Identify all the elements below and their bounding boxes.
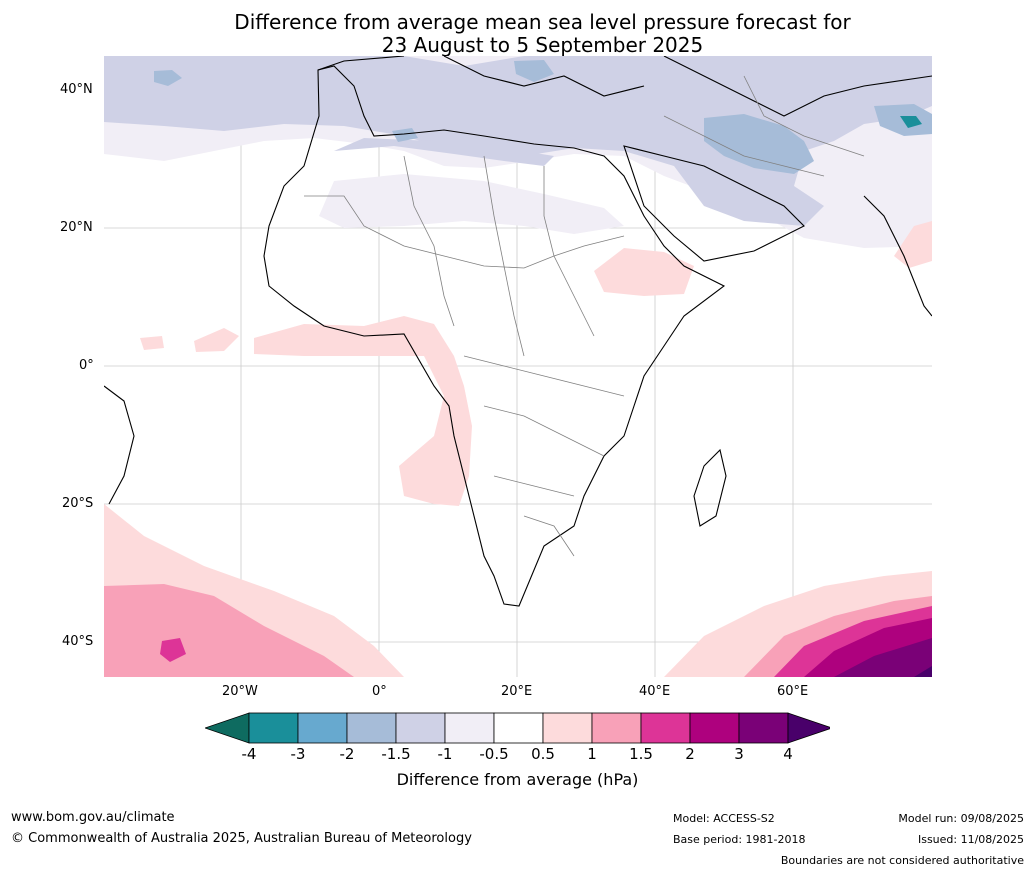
footer-copyright: © Commonwealth of Australia 2025, Austra…	[11, 831, 472, 846]
colorbar-segment	[542, 712, 593, 744]
lon-label: 40°E	[639, 684, 671, 699]
band-minus-1.5-med	[154, 70, 182, 86]
colorbar-segment	[444, 712, 495, 744]
colorbar-arrow-high	[787, 712, 830, 744]
band-minus-1-sahara	[334, 138, 554, 166]
lon-label: 20°E	[501, 684, 533, 699]
footer-base-period: Base period: 1981-2018	[673, 833, 806, 846]
colorbar-segment	[395, 712, 446, 744]
footer-model-run: Model run: 09/08/2025	[898, 812, 1024, 825]
colorbar-segment	[346, 712, 397, 744]
colorbar-tick-label: -1.5	[381, 745, 411, 763]
lat-label: 40°S	[62, 634, 94, 649]
positive-anomaly-zones	[104, 221, 932, 677]
colorbar-tick-label: -4	[241, 745, 257, 763]
colorbar-segment	[493, 712, 544, 744]
band-plus-3-southeast	[834, 638, 932, 677]
band-plus-0.5-guinea	[254, 316, 472, 506]
europe-coastline	[317, 56, 932, 117]
coastlines	[104, 56, 932, 607]
footer-url: www.bom.gov.au/climate	[11, 810, 175, 825]
band-plus-0.5-small	[140, 336, 164, 350]
south-america-coastline	[104, 385, 135, 505]
map-gridlines	[104, 56, 932, 677]
footer-model: Model: ACCESS-S2	[673, 812, 775, 825]
band-plus-0.5-westafrica	[194, 328, 239, 352]
band-plus-0.5-india	[894, 221, 932, 268]
colorbar-tick-label: 1	[587, 745, 597, 763]
lat-label: 20°S	[62, 496, 94, 511]
lon-label: 0°	[372, 684, 387, 699]
colorbar-arrow-low	[205, 712, 250, 744]
band-plus-4-southeast	[914, 666, 932, 677]
band-minus-1.5-balkans	[514, 60, 554, 82]
chart-title-line2: 23 August to 5 September 2025	[381, 33, 704, 57]
colorbar-tick-label: 4	[783, 745, 793, 763]
colorbar-segment	[640, 712, 691, 744]
colorbar-label: Difference from average (hPa)	[396, 770, 639, 789]
band-minus-1.5-aegean	[392, 128, 418, 142]
colorbar-tick-label: 2	[685, 745, 695, 763]
india-coastline	[863, 195, 932, 317]
colorbar-tick-label: -1	[437, 745, 453, 763]
madagascar-coastline	[693, 448, 727, 527]
colorbar-tick-label: -2	[339, 745, 355, 763]
lat-label: 40°N	[60, 82, 93, 97]
footer-disclaimer: Boundaries are not considered authoritat…	[780, 854, 1024, 867]
colorbar-tick-label: -3	[290, 745, 306, 763]
colorbar-tick-label: 3	[734, 745, 744, 763]
lat-label: 0°	[79, 358, 94, 373]
chart-title-line1: Difference from average mean sea level p…	[234, 10, 851, 34]
arabia-coastline	[623, 145, 805, 262]
pressure-anomaly-map	[104, 56, 932, 677]
colorbar	[205, 712, 830, 744]
country-borders	[304, 75, 865, 557]
footer-issued: Issued: 11/08/2025	[917, 833, 1024, 846]
band-minus-3-tibet	[900, 116, 922, 128]
colorbar-segment	[297, 712, 348, 744]
colorbar-segment	[248, 712, 299, 744]
lon-label: 20°W	[222, 684, 258, 699]
colorbar-tick-label: 0.5	[531, 745, 555, 763]
band-plus-0.5-redsea	[594, 248, 694, 296]
colorbar-tick-label: 1.5	[629, 745, 653, 763]
lat-label: 20°N	[60, 220, 93, 235]
colorbar-segment	[591, 712, 642, 744]
colorbar-tick-label: -0.5	[479, 745, 509, 763]
band-plus-1.5-southwest	[160, 638, 186, 662]
band-minus-1.5-iran	[704, 114, 814, 174]
colorbar-segment	[689, 712, 740, 744]
lon-label: 60°E	[777, 684, 809, 699]
band-minus-0.5-sahara	[319, 174, 624, 234]
africa-coastline	[263, 65, 726, 607]
colorbar-segment	[738, 712, 789, 744]
